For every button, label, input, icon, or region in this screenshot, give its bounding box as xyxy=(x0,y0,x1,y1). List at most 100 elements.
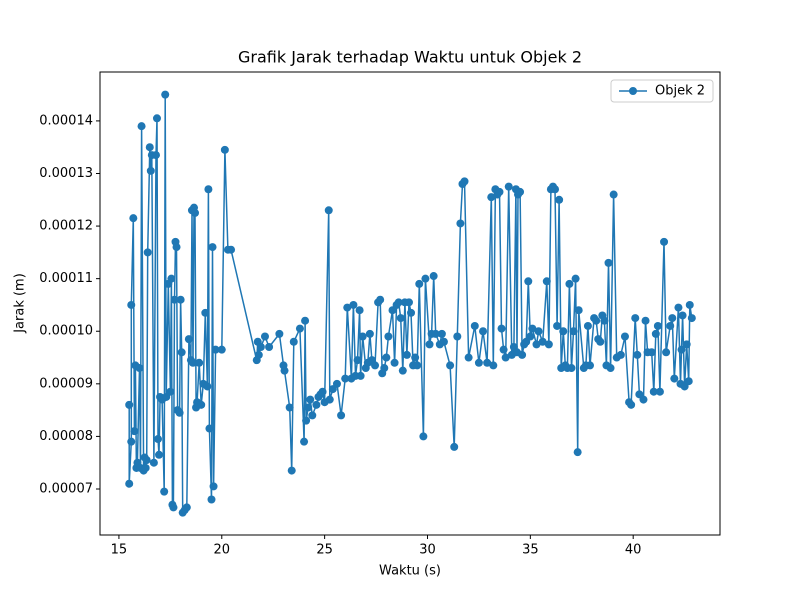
data-point xyxy=(495,187,504,196)
data-point xyxy=(516,187,525,196)
data-point xyxy=(304,403,313,412)
data-point xyxy=(358,332,367,341)
x-tick-label: 35 xyxy=(522,543,539,558)
data-point xyxy=(382,353,391,362)
data-point xyxy=(555,195,564,204)
data-point xyxy=(191,208,200,217)
data-point xyxy=(627,400,636,409)
data-point xyxy=(687,314,696,323)
data-point xyxy=(474,358,483,367)
data-point xyxy=(559,327,568,336)
data-line xyxy=(128,94,693,515)
data-point xyxy=(208,243,217,252)
data-point xyxy=(376,295,385,304)
data-point xyxy=(497,324,506,333)
data-point xyxy=(220,145,229,154)
data-point xyxy=(538,337,547,346)
data-point xyxy=(308,411,317,420)
data-point xyxy=(677,345,686,354)
data-point xyxy=(332,379,341,388)
data-point xyxy=(135,364,144,373)
data-point xyxy=(184,335,193,344)
data-point xyxy=(655,387,664,396)
data-point xyxy=(152,114,161,123)
data-point xyxy=(620,332,629,341)
data-point xyxy=(295,324,304,333)
data-point xyxy=(574,306,583,315)
data-point xyxy=(573,448,582,457)
data-point xyxy=(678,311,687,320)
data-point xyxy=(380,364,389,373)
data-point xyxy=(149,458,158,467)
data-point xyxy=(425,340,434,349)
data-point xyxy=(398,366,407,375)
data-point xyxy=(217,345,226,354)
data-point xyxy=(666,321,675,330)
data-point xyxy=(161,90,170,99)
data-point xyxy=(205,424,214,433)
data-point xyxy=(151,151,160,160)
data-point xyxy=(518,350,527,359)
data-point xyxy=(287,466,296,475)
data-point xyxy=(649,387,658,396)
data-point xyxy=(639,395,648,404)
data-point xyxy=(565,279,574,288)
data-point xyxy=(172,243,181,252)
data-point xyxy=(301,316,310,325)
data-point xyxy=(604,258,613,267)
x-axis-label: Waktu (s) xyxy=(379,564,441,579)
data-point xyxy=(256,343,265,352)
data-point xyxy=(143,248,152,257)
data-point xyxy=(528,324,537,333)
data-point xyxy=(127,437,136,446)
data-point xyxy=(402,350,411,359)
data-point xyxy=(201,308,210,317)
data-point xyxy=(499,345,508,354)
data-point xyxy=(365,329,374,338)
data-point xyxy=(670,374,679,383)
y-tick-label: 0.00014 xyxy=(39,113,93,128)
data-point xyxy=(169,503,178,512)
data-point xyxy=(160,487,169,496)
data-point xyxy=(569,327,578,336)
data-point xyxy=(567,364,576,373)
data-point xyxy=(154,435,163,444)
data-point xyxy=(460,177,469,186)
data-point xyxy=(211,345,220,354)
data-point xyxy=(631,314,640,323)
data-point xyxy=(318,387,327,396)
data-point xyxy=(341,374,350,383)
data-point xyxy=(285,403,294,412)
data-point xyxy=(583,321,592,330)
data-point xyxy=(176,295,185,304)
data-point xyxy=(349,300,358,309)
data-point xyxy=(306,395,315,404)
data-point xyxy=(532,340,541,349)
data-point xyxy=(371,361,380,370)
chart-title: Grafik Jarak terhadap Waktu untuk Objek … xyxy=(238,48,582,67)
legend-marker xyxy=(629,87,637,95)
data-point xyxy=(585,361,594,370)
data-point xyxy=(501,353,510,362)
data-point xyxy=(524,277,533,286)
data-point xyxy=(470,321,479,330)
data-point xyxy=(542,277,551,286)
data-point xyxy=(596,337,605,346)
data-point xyxy=(504,182,513,191)
y-tick-label: 0.00013 xyxy=(39,166,93,181)
data-point xyxy=(682,340,691,349)
data-point xyxy=(302,416,311,425)
data-point xyxy=(453,332,462,341)
x-tick-label: 30 xyxy=(419,543,436,558)
data-point xyxy=(446,361,455,370)
data-point xyxy=(182,503,191,512)
data-point xyxy=(175,408,184,417)
data-point xyxy=(534,327,543,336)
data-point xyxy=(600,316,609,325)
plot-frame xyxy=(99,71,721,536)
y-tick-label: 0.00010 xyxy=(39,324,93,339)
data-point xyxy=(685,300,694,309)
data-point xyxy=(155,450,164,459)
data-point xyxy=(280,366,289,375)
